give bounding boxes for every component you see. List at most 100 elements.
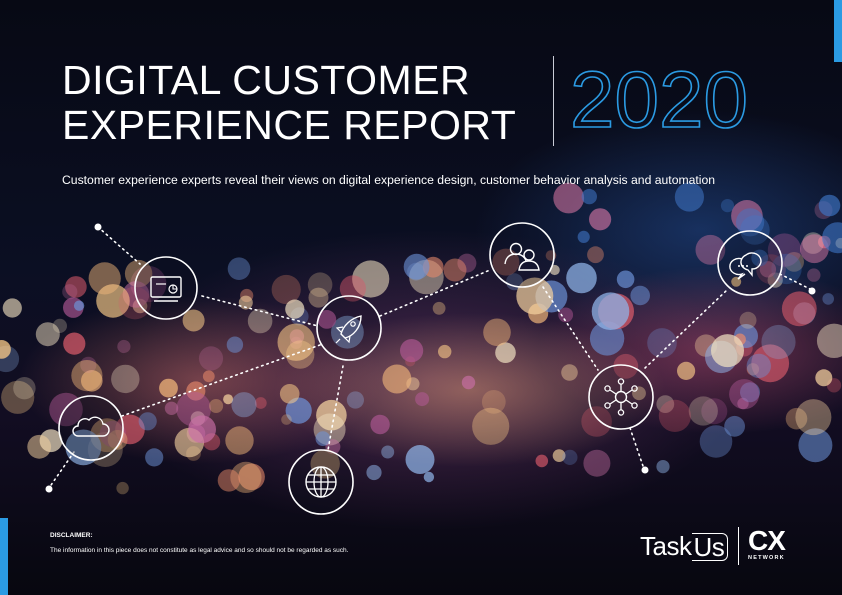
bokeh-light [238, 463, 265, 491]
bokeh-light [65, 429, 102, 466]
bokeh-light [279, 384, 300, 404]
bokeh-light [674, 182, 705, 212]
bokeh-light [116, 481, 129, 495]
bokeh-light [751, 344, 790, 383]
bokeh-light [202, 370, 215, 383]
bokeh-light [701, 398, 728, 425]
bokeh-light [583, 449, 611, 477]
bokeh-light [688, 396, 718, 426]
bokeh-light [822, 222, 842, 254]
connector-dot [94, 223, 102, 231]
bokeh-light [647, 328, 677, 358]
bokeh-light [138, 412, 157, 431]
bokeh-light [795, 399, 832, 436]
taskus-logo-us: Us [692, 532, 729, 561]
bokeh-light [277, 323, 315, 361]
bokeh-light [310, 449, 340, 479]
bokeh-light [80, 356, 97, 373]
bokeh-light [737, 397, 749, 410]
bokeh-light [589, 321, 625, 356]
bokeh-light [818, 194, 841, 217]
disclaimer: DISCLAIMER: The information in this piec… [50, 532, 348, 554]
bokeh-light [225, 426, 254, 455]
bokeh-light [800, 234, 829, 264]
bokeh-light [238, 295, 253, 310]
bokeh-light [739, 311, 757, 329]
bokeh-light [381, 445, 395, 459]
cx-network-logo: CX NETWORK [748, 527, 786, 562]
connector-line [97, 226, 141, 265]
bokeh-light [65, 276, 87, 298]
connector-line [542, 286, 599, 371]
bokeh-light [785, 407, 808, 430]
bokeh-light [740, 215, 770, 245]
bokeh-light [227, 257, 251, 281]
bokeh-light [495, 342, 516, 364]
bokeh-light [581, 406, 612, 437]
connector-line [201, 295, 319, 327]
bokeh-light [403, 253, 430, 280]
bokeh-light [366, 464, 382, 481]
report-title: DIGITAL CUSTOMER EXPERIENCE REPORT [62, 58, 516, 148]
bokeh-light [553, 182, 585, 214]
bokeh-light [73, 300, 85, 311]
bokeh-light [677, 361, 696, 380]
bokeh-light [630, 285, 650, 306]
bokeh-light [198, 346, 224, 371]
bokeh-light [613, 353, 639, 379]
bokeh-light [746, 353, 771, 379]
bokeh-light [457, 253, 477, 273]
bokeh-light [352, 260, 390, 298]
bokeh-light [226, 336, 244, 353]
connector-line [48, 451, 75, 489]
bokeh-light [472, 407, 510, 445]
bokeh-light [71, 360, 103, 392]
bokeh-light [2, 298, 22, 318]
bokeh-light [432, 301, 446, 315]
bokeh-light [658, 399, 692, 432]
bokeh-light [96, 284, 130, 318]
bokeh-light [209, 399, 224, 413]
bokeh-light [182, 309, 205, 332]
bokeh-light [217, 469, 241, 492]
bokeh-light [308, 287, 329, 308]
bokeh-light [731, 200, 763, 232]
bokeh-light [118, 286, 152, 320]
bokeh-light [317, 310, 337, 329]
bokeh-light [405, 445, 435, 474]
bokeh-light [254, 397, 267, 409]
bokeh-light [656, 460, 670, 474]
bokeh-light [632, 386, 646, 401]
bokeh-light [587, 246, 604, 264]
bokeh-light [562, 449, 578, 465]
cloud-icon [58, 395, 124, 461]
bokeh-light [188, 415, 217, 444]
bokeh-light [535, 454, 549, 468]
bokeh-light [231, 392, 257, 418]
connector-lines [48, 226, 813, 489]
bokeh-light [724, 415, 745, 437]
connector-line [644, 289, 728, 369]
bokeh-light [285, 397, 312, 424]
bokeh-light [815, 369, 833, 387]
bokeh-light [285, 299, 305, 319]
bokeh-light [558, 307, 574, 323]
bokeh-light [370, 414, 390, 435]
bokeh-light [798, 428, 833, 463]
bokeh-light [591, 292, 630, 331]
bokeh-light [552, 449, 566, 462]
bokeh-light [35, 322, 60, 347]
bokeh-light [281, 414, 292, 425]
bokeh-light [164, 401, 179, 415]
bokeh-light [461, 375, 476, 390]
bokeh-light [822, 293, 834, 305]
disclaimer-title: DISCLAIMER: [50, 532, 93, 539]
bokeh-light [117, 339, 131, 354]
bokeh-light [286, 340, 315, 369]
bokeh-light [802, 232, 824, 254]
bokeh-light [443, 258, 467, 282]
report-subtitle: Customer experience experts reveal their… [62, 173, 716, 187]
bokeh-light [145, 448, 164, 467]
taskus-logo-task: Task [640, 531, 692, 561]
